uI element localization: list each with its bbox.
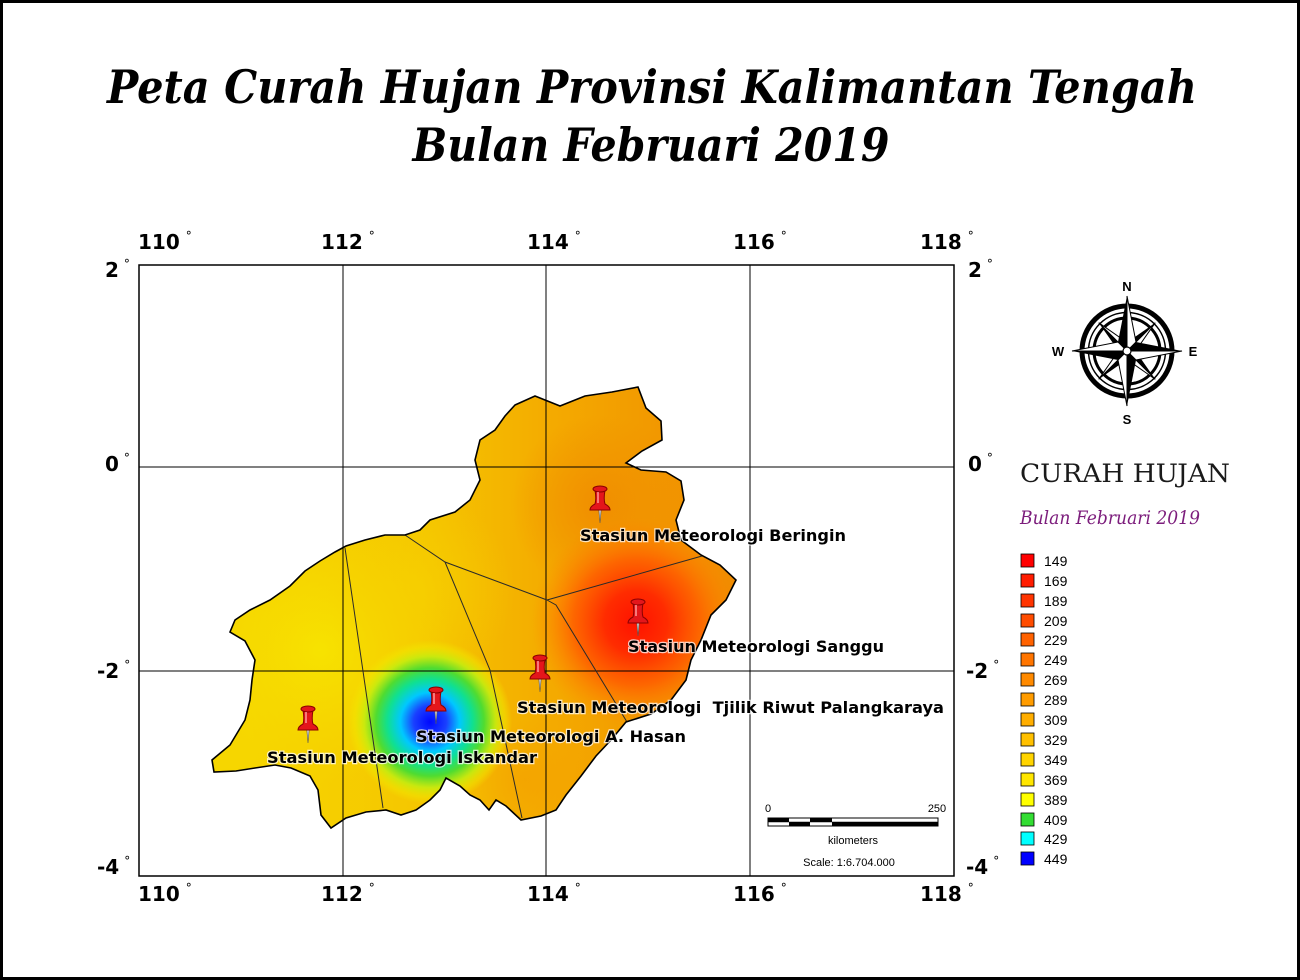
lon-tick-top-116: 116 ° bbox=[733, 229, 787, 254]
scale-ratio: Scale: 1:6.704.000 bbox=[803, 857, 895, 869]
legend: CURAH HUJAN Bulan Februari 2019 149 169 … bbox=[1019, 459, 1230, 867]
legend-value: 429 bbox=[1044, 831, 1068, 847]
legend-item: 329 bbox=[1020, 732, 1068, 748]
legend-item: 409 bbox=[1020, 812, 1068, 828]
legend-value: 189 bbox=[1044, 593, 1068, 609]
compass-north-label: N bbox=[1122, 279, 1131, 294]
lat-tick-right-minus4: -4 ° bbox=[966, 854, 999, 879]
legend-value: 209 bbox=[1044, 613, 1068, 629]
map-title-line2: Bulan Februari 2019 bbox=[411, 118, 890, 172]
thiessen-boundaries bbox=[344, 534, 703, 819]
legend-item: 209 bbox=[1020, 613, 1068, 629]
station-labels: Stasiun Meteorologi Beringin Stasiun Met… bbox=[266, 525, 945, 768]
legend-item: 269 bbox=[1020, 672, 1068, 688]
scale-bar-unit: kilometers bbox=[828, 835, 879, 847]
latitude-labels-left: 2 ° 0 ° -2 ° -4 ° bbox=[97, 257, 130, 879]
thiessen-boundary bbox=[546, 555, 703, 601]
legend-swatch bbox=[1020, 752, 1035, 767]
lat-tick-right-0: 0 ° bbox=[968, 451, 993, 476]
legend-value: 449 bbox=[1044, 851, 1068, 867]
legend-swatch bbox=[1020, 632, 1035, 647]
legend-value: 309 bbox=[1044, 712, 1068, 728]
scale-bar-end-label: 250 bbox=[928, 803, 946, 815]
thiessen-boundary bbox=[444, 561, 523, 819]
legend-value: 169 bbox=[1044, 573, 1068, 589]
legend-item: 309 bbox=[1020, 712, 1068, 728]
thiessen-boundary bbox=[546, 599, 628, 723]
station-label-tjilik-riwut: Stasiun Meteorologi Tjilik Riwut Palangk… bbox=[517, 698, 944, 717]
lon-tick-bottom-118: 118 ° bbox=[920, 881, 974, 906]
map-title-line1: Peta Curah Hujan Provinsi Kalimantan Ten… bbox=[105, 60, 1197, 114]
legend-item: 429 bbox=[1020, 831, 1068, 847]
legend-swatch bbox=[1020, 831, 1035, 846]
legend-value: 409 bbox=[1044, 812, 1068, 828]
scale-bar-start-label: 0 bbox=[765, 803, 771, 815]
compass-east-label: E bbox=[1189, 344, 1198, 359]
legend-swatch bbox=[1020, 732, 1035, 747]
station-label-iskandar: Stasiun Meteorologi Iskandar bbox=[267, 748, 537, 767]
lon-tick-bottom-114: 114 ° bbox=[527, 881, 581, 906]
longitude-labels-bottom: 110 ° 112 ° 114 ° 116 ° 118 ° bbox=[138, 881, 974, 906]
legend-swatch bbox=[1020, 851, 1035, 866]
station-label-sanggu: Stasiun Meteorologi Sanggu bbox=[628, 637, 884, 656]
legend-value: 329 bbox=[1044, 732, 1068, 748]
scale-bar: 0 250 kilometers Scale: 1:6.704.000 bbox=[765, 803, 946, 869]
lon-tick-bottom-116: 116 ° bbox=[733, 881, 787, 906]
lon-tick-top-114: 114 ° bbox=[527, 229, 581, 254]
lon-tick-bottom-112: 112 ° bbox=[321, 881, 375, 906]
legend-item: 189 bbox=[1020, 593, 1068, 609]
legend-swatch bbox=[1020, 553, 1035, 568]
legend-swatch bbox=[1020, 772, 1035, 787]
legend-swatch bbox=[1020, 712, 1035, 727]
lat-tick-left-minus4: -4 ° bbox=[97, 854, 130, 879]
station-label-beringin: Stasiun Meteorologi Beringin bbox=[580, 526, 846, 545]
latitude-labels-right: 2 ° 0 ° -2 ° -4 ° bbox=[966, 257, 999, 879]
legend-item: 229 bbox=[1020, 632, 1068, 648]
legend-item: 249 bbox=[1020, 652, 1068, 668]
compass-rose-icon bbox=[1071, 295, 1183, 407]
lat-tick-left-minus2: -2 ° bbox=[97, 658, 130, 683]
legend-value: 389 bbox=[1044, 792, 1068, 808]
compass-south-label: S bbox=[1123, 412, 1132, 427]
thiessen-boundary bbox=[344, 547, 384, 809]
legend-item: 349 bbox=[1020, 752, 1068, 768]
legend-swatch bbox=[1020, 573, 1035, 588]
legend-subtitle: Bulan Februari 2019 bbox=[1019, 507, 1200, 529]
longitude-labels-top: 110 ° 112 ° 114 ° 116 ° 118 ° bbox=[138, 229, 974, 254]
lon-tick-bottom-110: 110 ° bbox=[138, 881, 192, 906]
legend-item: 449 bbox=[1020, 851, 1068, 867]
legend-value: 269 bbox=[1044, 672, 1068, 688]
station-label-a-hasan: Stasiun Meteorologi A. Hasan bbox=[416, 727, 686, 746]
lat-tick-left-2: 2 ° bbox=[105, 257, 130, 282]
legend-value: 349 bbox=[1044, 752, 1068, 768]
legend-item: 369 bbox=[1020, 772, 1068, 788]
legend-value: 249 bbox=[1044, 652, 1068, 668]
legend-value: 289 bbox=[1044, 692, 1068, 708]
legend-item: 169 bbox=[1020, 573, 1068, 589]
legend-swatch bbox=[1020, 613, 1035, 628]
compass-west-label: W bbox=[1052, 344, 1065, 359]
legend-swatch bbox=[1020, 812, 1035, 827]
legend-swatch bbox=[1020, 672, 1035, 687]
legend-value: 229 bbox=[1044, 632, 1068, 648]
legend-swatch bbox=[1020, 652, 1035, 667]
lon-tick-top-112: 112 ° bbox=[321, 229, 375, 254]
legend-swatch bbox=[1020, 792, 1035, 807]
legend-swatch bbox=[1020, 692, 1035, 707]
lat-tick-left-0: 0 ° bbox=[105, 451, 130, 476]
legend-title: CURAH HUJAN bbox=[1020, 459, 1230, 488]
legend-value: 369 bbox=[1044, 772, 1068, 788]
legend-item: 289 bbox=[1020, 692, 1068, 708]
legend-swatch bbox=[1020, 593, 1035, 608]
legend-item: 389 bbox=[1020, 792, 1068, 808]
graticule bbox=[139, 265, 954, 876]
lat-tick-right-minus2: -2 ° bbox=[966, 658, 999, 683]
lat-tick-right-2: 2 ° bbox=[968, 257, 993, 282]
legend-value: 149 bbox=[1044, 553, 1068, 569]
lon-tick-top-110: 110 ° bbox=[138, 229, 192, 254]
lon-tick-top-118: 118 ° bbox=[920, 229, 974, 254]
legend-item: 149 bbox=[1020, 553, 1068, 569]
